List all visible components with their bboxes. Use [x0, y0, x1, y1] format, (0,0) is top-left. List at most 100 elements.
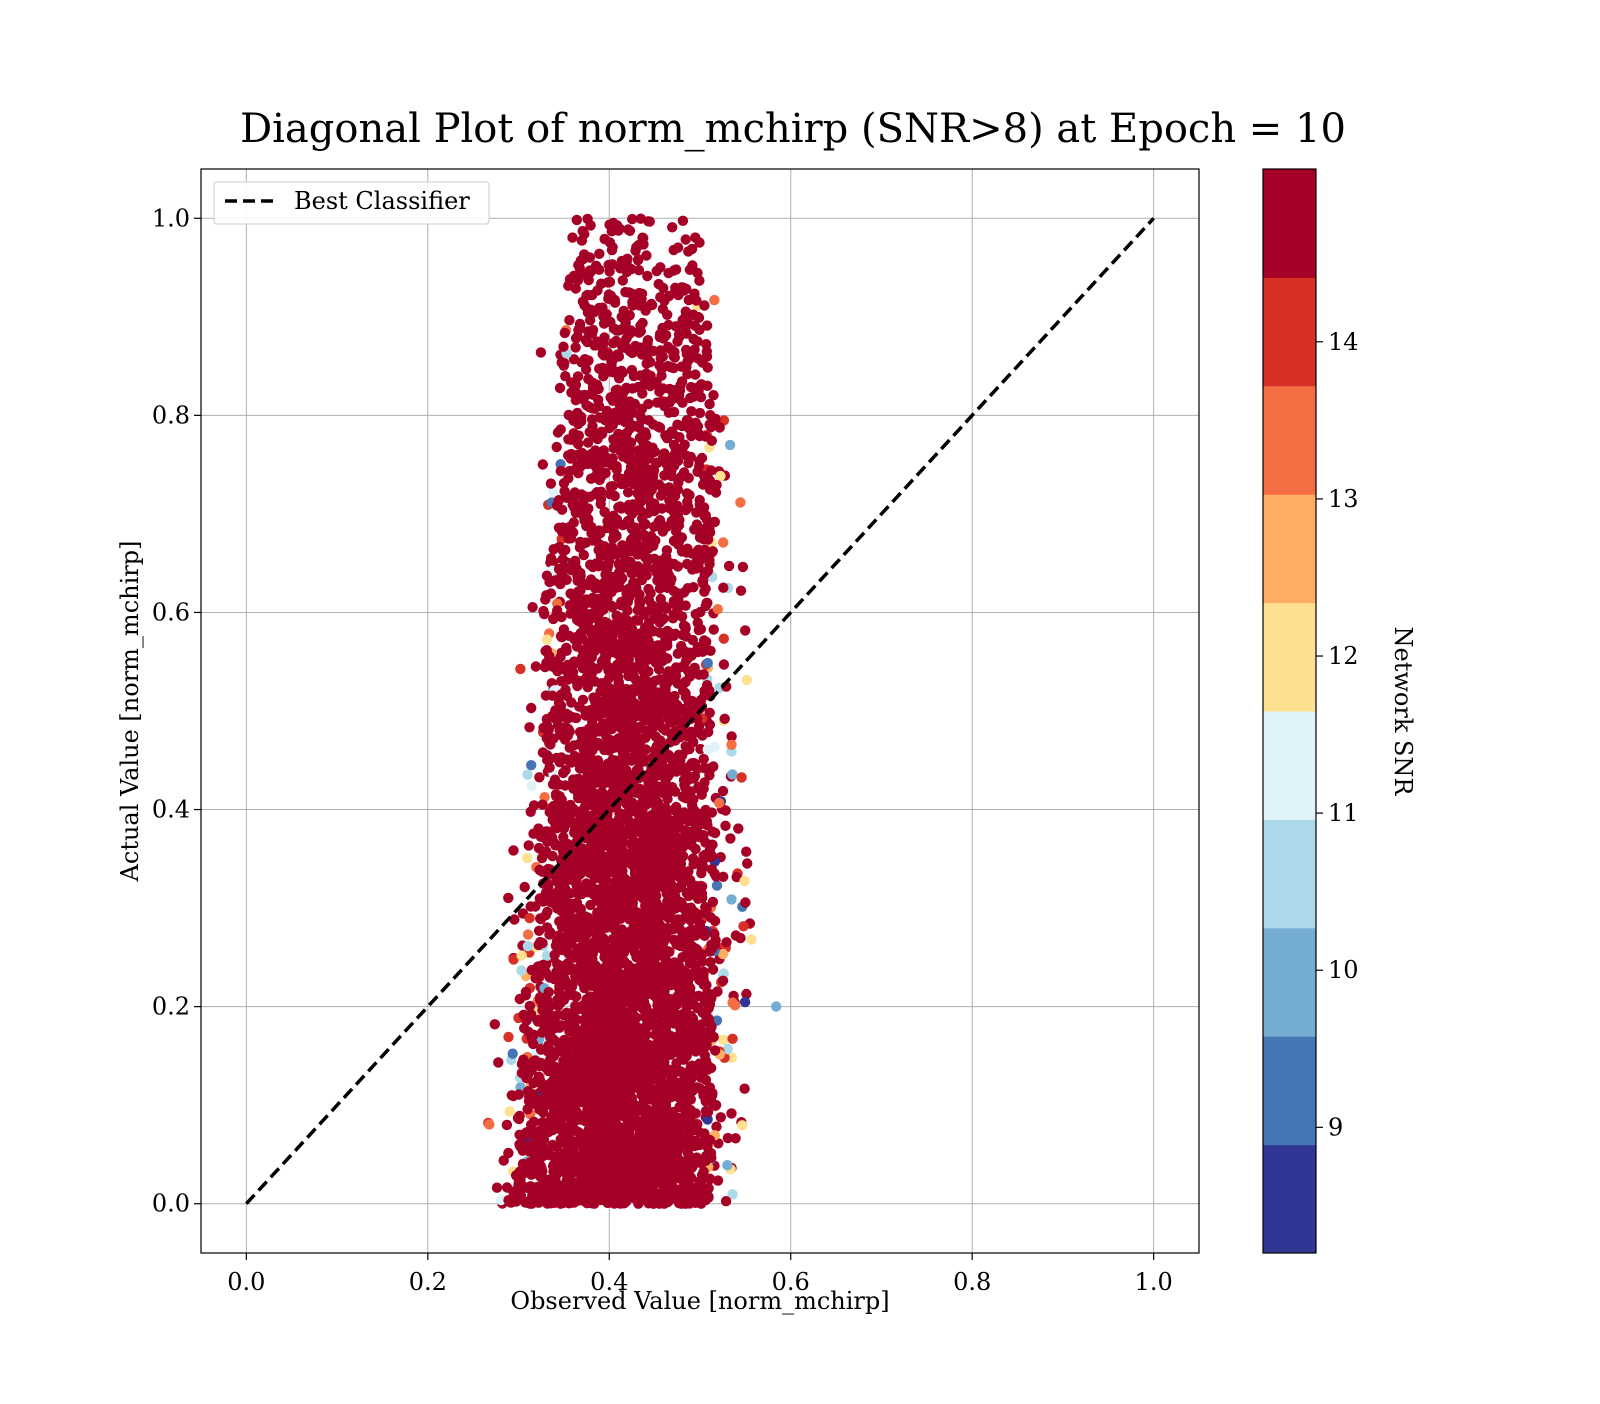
scatter-point	[677, 611, 687, 621]
scatter-point	[718, 976, 728, 986]
scatter-point	[564, 315, 574, 325]
scatter-point	[621, 383, 631, 393]
scatter-point	[531, 661, 541, 671]
scatter-point	[619, 957, 629, 967]
scatter-point	[583, 374, 593, 384]
scatter-point	[593, 384, 603, 394]
scatter-point	[681, 362, 691, 372]
chart-title: Diagonal Plot of norm_mchirp (SNR>8) at …	[240, 106, 1346, 152]
scatter-point	[739, 1084, 749, 1094]
scatter-point	[641, 744, 651, 754]
scatter-point	[616, 503, 626, 513]
scatter-point	[565, 522, 575, 532]
scatter-point	[655, 329, 665, 339]
scatter-point	[667, 819, 677, 829]
scatter-point	[626, 978, 636, 988]
scatter-point	[570, 342, 580, 352]
scatter-point	[515, 664, 525, 674]
scatter-point	[692, 1119, 702, 1129]
scatter-point	[714, 798, 724, 808]
scatter-point	[627, 365, 637, 375]
scatter-point	[622, 615, 632, 625]
scatter-point	[685, 1105, 695, 1115]
scatter-point	[542, 1010, 552, 1020]
scatter-point	[565, 1100, 575, 1110]
scatter-point	[552, 1151, 562, 1161]
scatter-point	[702, 680, 712, 690]
scatter-point	[566, 533, 576, 543]
scatter-point	[545, 739, 555, 749]
scatter-point	[611, 1012, 621, 1022]
scatter-point	[719, 634, 729, 644]
scatter-point	[678, 216, 688, 226]
scatter-point	[723, 1133, 733, 1143]
scatter-point	[587, 421, 597, 431]
scatter-point	[526, 807, 536, 817]
scatter-point	[577, 235, 587, 245]
scatter-point	[655, 522, 665, 532]
scatter-point	[535, 937, 545, 947]
scatter-point	[688, 952, 698, 962]
scatter-point	[635, 482, 645, 492]
scatter-point	[537, 853, 547, 863]
scatter-point	[600, 569, 610, 579]
scatter-point	[668, 613, 678, 623]
scatter-point	[623, 454, 633, 464]
scatter-point	[514, 1114, 524, 1124]
scatter-point	[700, 996, 710, 1006]
scatter-point	[713, 604, 723, 614]
scatter-point	[584, 751, 594, 761]
scatter-point	[605, 1050, 615, 1060]
scatter-point	[566, 697, 576, 707]
scatter-point	[645, 497, 655, 507]
scatter-point	[727, 1034, 737, 1044]
scatter-point	[627, 348, 637, 358]
scatter-point	[680, 783, 690, 793]
scatter-point	[657, 1097, 667, 1107]
scatter-point	[617, 312, 627, 322]
scatter-point	[731, 930, 741, 940]
scatter-point	[701, 510, 711, 520]
scatter-point	[725, 440, 735, 450]
scatter-point	[563, 963, 573, 973]
scatter-point	[546, 553, 556, 563]
scatter-point	[705, 708, 715, 718]
scatter-point	[508, 845, 518, 855]
scatter-point	[740, 997, 750, 1007]
scatter-point	[618, 726, 628, 736]
scatter-point	[640, 715, 650, 725]
scatter-point	[620, 873, 630, 883]
scatter-point	[672, 700, 682, 710]
scatter-point	[738, 562, 748, 572]
scatter-point	[509, 914, 519, 924]
scatter-point	[526, 1120, 536, 1130]
scatter-point	[605, 693, 615, 703]
scatter-point	[669, 407, 679, 417]
scatter-point	[740, 897, 750, 907]
scatter-point	[616, 562, 626, 572]
scatter-point	[624, 704, 634, 714]
scatter-point	[609, 924, 619, 934]
scatter-point	[642, 984, 652, 994]
scatter-point	[612, 710, 622, 720]
scatter-point	[550, 1048, 560, 1058]
scatter-point	[555, 757, 565, 767]
scatter-point	[552, 442, 562, 452]
scatter-point	[658, 1057, 668, 1067]
scatter-point	[659, 937, 669, 947]
scatter-point	[564, 466, 574, 476]
scatter-point	[561, 646, 571, 656]
scatter-point	[697, 576, 707, 586]
scatter-point	[594, 249, 604, 259]
scatter-point	[663, 361, 673, 371]
scatter-point	[694, 975, 704, 985]
scatter-point	[597, 429, 607, 439]
scatter-point	[600, 1075, 610, 1085]
scatter-point	[521, 987, 531, 997]
scatter-point	[709, 624, 719, 634]
scatter-point	[669, 245, 679, 255]
scatter-point	[503, 1032, 513, 1042]
scatter-point	[585, 675, 595, 685]
